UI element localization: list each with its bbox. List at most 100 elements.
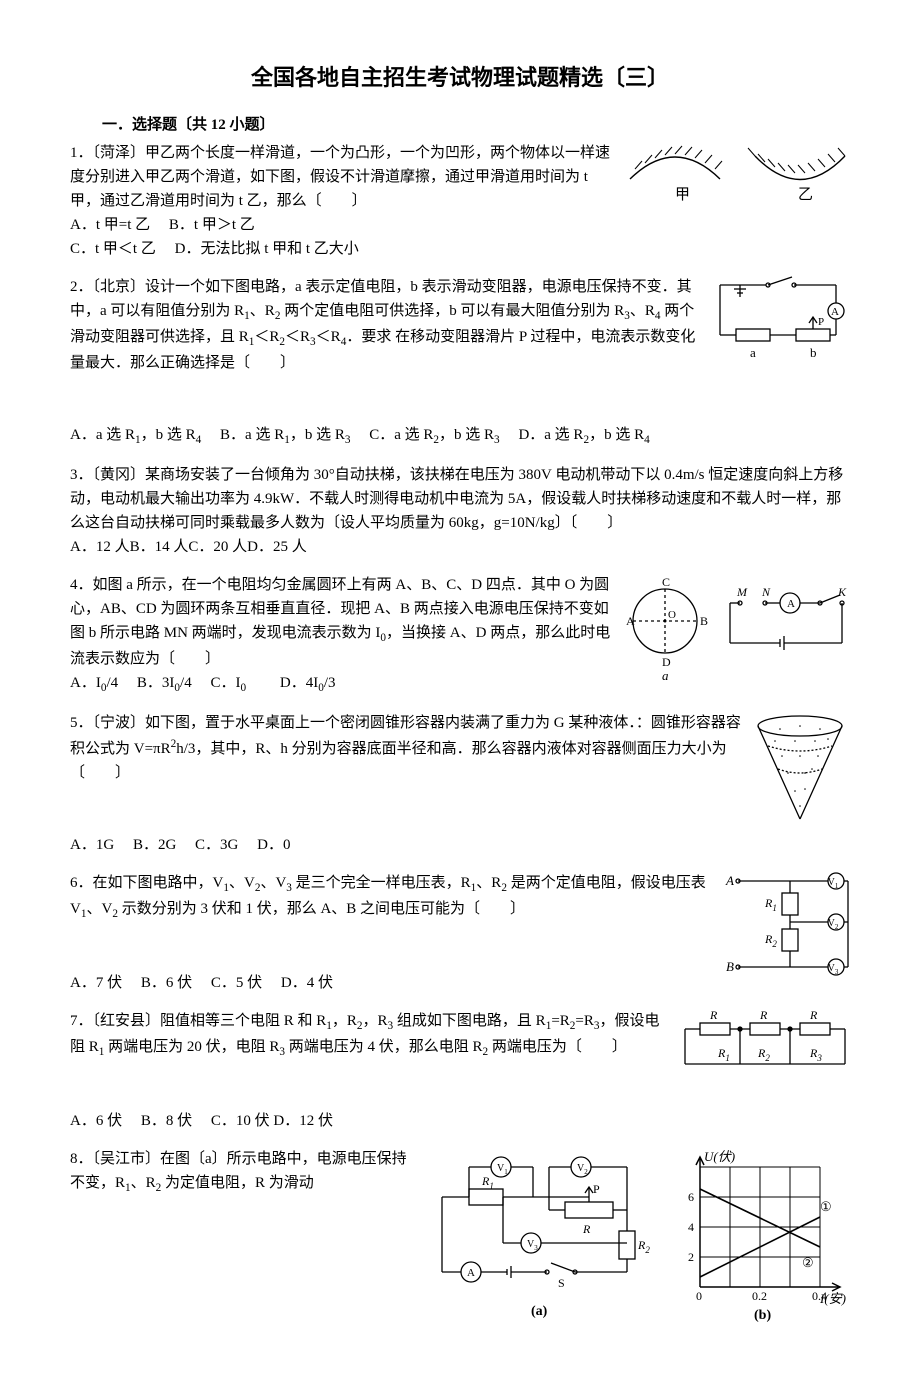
q7-options: A．6 伏 B．8 伏 C．10 伏 D．12 伏 [70, 1109, 850, 1133]
q8-x02: 0.2 [752, 1289, 767, 1303]
q8-R2: R2 [637, 1238, 650, 1255]
q1-optA: A．t 甲=t 乙 [70, 217, 150, 233]
q6-R2: R2 [764, 932, 777, 949]
q8-y2: 2 [688, 1250, 694, 1264]
q4-O: O [668, 609, 676, 621]
q4-K: K [837, 585, 847, 599]
q7-figure: R R R R1 R2 R3 [680, 1009, 850, 1082]
q5-options: A．1G B．2G C．3G D．0 [70, 833, 850, 857]
question-6: A B R1 R2 V1 V2 V3 [70, 871, 850, 995]
question-7: R R R R1 R2 R3 7．〔红安县〕阻值相等三个电阻 R 和 R1，R2… [70, 1009, 850, 1133]
q8-y0: 0 [696, 1289, 702, 1303]
q1-optC: C．t 甲＜t 乙 [70, 241, 156, 257]
q7-optA: A．6 伏 [70, 1113, 122, 1129]
q8-A: A [467, 1267, 475, 1279]
q1-optB: B．t 甲＞t 乙 [169, 217, 255, 233]
q2-t4: 、R [630, 303, 655, 319]
q1-label-right: 乙 [798, 187, 813, 203]
q5-text: 5．〔宁波〕如下图，置于水平桌面上一个密闭圆锥形容器内装满了重力为 G 某种液体… [70, 711, 850, 785]
q2-options: A．a 选 R1，b 选 R4 B．a 选 R1，b 选 R3 C．a 选 R2… [70, 423, 850, 449]
q6-optB: B．6 伏 [141, 975, 192, 991]
q6-figure: A B R1 R2 V1 V2 V3 [720, 871, 850, 989]
q3-optD: D．25 人 [247, 539, 307, 555]
q8-x04: 0.4 [812, 1289, 827, 1303]
q4-optA: A．I0/4 [70, 675, 118, 691]
q4-A: A [626, 614, 635, 628]
q2-optB: B．a 选 R1，b 选 R3 [220, 427, 350, 443]
q8-V2: V2 [577, 1163, 588, 1176]
section-heading: 一．选择题〔共 12 小题〕 [102, 113, 850, 137]
q2-b-label: b [810, 345, 817, 360]
q8-figure-b: ① ② U(伏) I(安) 6 4 2 0 0.2 0.4 (b) [670, 1147, 850, 1330]
question-2: A P a b 2．〔北京〕设计一个如下图电路，a 表示定值电阻，b 表示滑动变… [70, 275, 850, 449]
q5-optA: A．1G [70, 837, 114, 853]
q6-optC: C．5 伏 [211, 975, 262, 991]
q2-optD: D．a 选 R2，b 选 R4 [518, 427, 649, 443]
q4-Amp: A [787, 598, 795, 610]
svg-text:A: A [725, 873, 734, 888]
q8-circ2: ② [802, 1255, 814, 1270]
q2-t3: 两个定值电阻可供选择，b 可以有最大阻值分别为 R [280, 303, 624, 319]
q5-optD: D．0 [257, 837, 290, 853]
q4-optB: B．3I0/4 [137, 675, 192, 691]
q4-D: D [662, 655, 671, 669]
q4-figure: A B C D O a M N A [620, 573, 850, 691]
question-8: ① ② U(伏) I(安) 6 4 2 0 0.2 0.4 (b) [70, 1147, 850, 1334]
q2-t2: 、R [250, 303, 275, 319]
page-title: 全国各地自主招生考试物理试题精选〔三〕 [70, 60, 850, 95]
q2-optA: A．a 选 R1，b 选 R4 [70, 427, 201, 443]
q8-cap-a: (a) [531, 1304, 548, 1319]
q3-text: 3．〔黄冈〕某商场安装了一台倾角为 30°自动扶梯，该扶梯在电压为 380V 电… [70, 463, 850, 535]
q8-S: S [558, 1276, 565, 1290]
q5-figure [750, 711, 850, 839]
q8-figure-a: R1 R R2 P S V1 V2 V3 A (a) [427, 1147, 662, 1330]
q7-R: R [759, 1009, 768, 1022]
q5-optC: C．3G [195, 837, 238, 853]
q4-M: M [736, 585, 748, 599]
question-3: 3．〔黄冈〕某商场安装了一台倾角为 30°自动扶梯，该扶梯在电压为 380V 电… [70, 463, 850, 559]
q8-y6: 6 [688, 1190, 694, 1204]
q8-V1: V1 [497, 1163, 508, 1176]
q1-optD: D．无法比拟 t 甲和 t 乙大小 [175, 241, 359, 257]
q7-optB: B．8 伏 [141, 1113, 192, 1129]
q2-t8: ＜R [316, 329, 341, 345]
q4-N: N [761, 585, 771, 599]
question-4: A B C D O a M N A [70, 573, 850, 697]
q3-optA: A．12 人 [70, 539, 130, 555]
q2-t7: ＜R [285, 329, 310, 345]
q8-V3: V3 [527, 1239, 538, 1252]
q8-P: P [593, 1182, 600, 1196]
q4-optC: C．I0 [210, 675, 246, 691]
q8-yaxis: U(伏) [704, 1149, 735, 1164]
q2-figure: A P a b [710, 275, 850, 375]
q4-C: C [662, 575, 670, 589]
q7-optD: D．12 伏 [273, 1113, 333, 1129]
q1-figure: 甲 乙 [620, 141, 850, 219]
q3-optB: B．14 人 [130, 539, 189, 555]
q8-cap-b: (b) [754, 1308, 771, 1322]
slider-p: P [818, 316, 824, 328]
q6-optD: D．4 伏 [281, 975, 333, 991]
q8-y4: 4 [688, 1220, 694, 1234]
q7-R2: R2 [757, 1046, 770, 1063]
q1-label-left: 甲 [675, 187, 690, 203]
question-5: 5．〔宁波〕如下图，置于水平桌面上一个密闭圆锥形容器内装满了重力为 G 某种液体… [70, 711, 850, 857]
q4-B: B [700, 614, 708, 628]
q2-t6: ＜R [254, 329, 279, 345]
q6-R1: R1 [764, 896, 777, 913]
q6-optA: A．7 伏 [70, 975, 122, 991]
q1-options: A．t 甲=t 乙 B．t 甲＞t 乙 C．t 甲＜t 乙 D．无法比拟 t 甲… [70, 213, 850, 261]
q8-Rlabel: R [582, 1222, 591, 1236]
q2-optC: C．a 选 R2，b 选 R3 [369, 427, 499, 443]
q2-a-label: a [750, 345, 756, 360]
q8-circ1: ① [820, 1199, 832, 1214]
q3-optC: C．20 人 [188, 539, 247, 555]
q4-cap-a: a [662, 668, 669, 683]
q7-optC: C．10 伏 [211, 1113, 270, 1129]
question-1: 甲 乙 1．〔菏泽〕甲乙两个长度一样滑道，一个为凸形，一个为凹形，两个物体以一样… [70, 141, 850, 261]
q7-R3: R3 [809, 1046, 822, 1063]
q7-R: R [809, 1009, 818, 1022]
q7-R1: R1 [717, 1046, 730, 1063]
q4-optD: D．4I0/3 [280, 675, 336, 691]
q5-optB: B．2G [133, 837, 176, 853]
